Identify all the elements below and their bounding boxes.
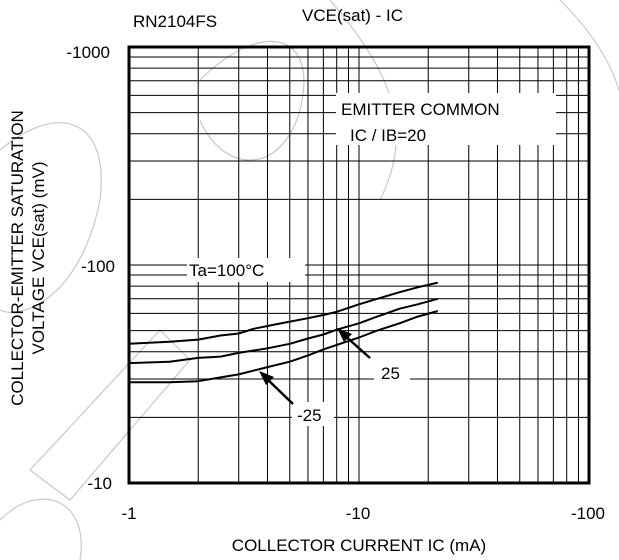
grid: [129, 47, 589, 483]
y-axis-label-line-1: COLLECTOR-EMITTER SATURATION: [8, 110, 27, 406]
plot-frame: [127, 45, 591, 485]
chart-subtitle: VCE(sat) - IC: [302, 6, 403, 25]
annotation-line-1: EMITTER COMMON: [341, 100, 500, 119]
series-label-bg-25: [374, 362, 410, 386]
x-tick-label-100: -100: [571, 504, 605, 523]
series-layer: [128, 281, 439, 384]
series-label-bg-m25: [292, 402, 334, 426]
annotation-box: [336, 93, 556, 145]
series-line-0: [128, 281, 439, 345]
y-axis-label-line-2: VOLTAGE VCE(sat) (mV): [29, 161, 48, 354]
series-line-2: [129, 310, 439, 384]
arrow-m25-shaft: [264, 376, 294, 405]
annotation-line-2: IC / IB=20: [350, 126, 426, 145]
series-line-1: [128, 297, 439, 365]
arrow-25-head: [337, 328, 352, 342]
y-tick-label-10: -10: [87, 474, 112, 493]
series-label-m25: -25: [297, 406, 322, 425]
x-tick-label-10: -10: [346, 504, 371, 523]
y-tick-label-1000: -1000: [67, 43, 110, 62]
chart-title: RN2104FS: [133, 12, 217, 31]
series-label-25: 25: [381, 364, 400, 383]
x-axis-label: COLLECTOR CURRENT IC (mA): [232, 536, 486, 555]
y-tick-label-100: -100: [81, 257, 115, 276]
arrow-m25-head: [259, 371, 274, 385]
series-label-bg-100: [187, 258, 305, 282]
x-tick-label-1: -1: [121, 504, 136, 523]
series-label-100: Ta=100°C: [189, 261, 264, 280]
